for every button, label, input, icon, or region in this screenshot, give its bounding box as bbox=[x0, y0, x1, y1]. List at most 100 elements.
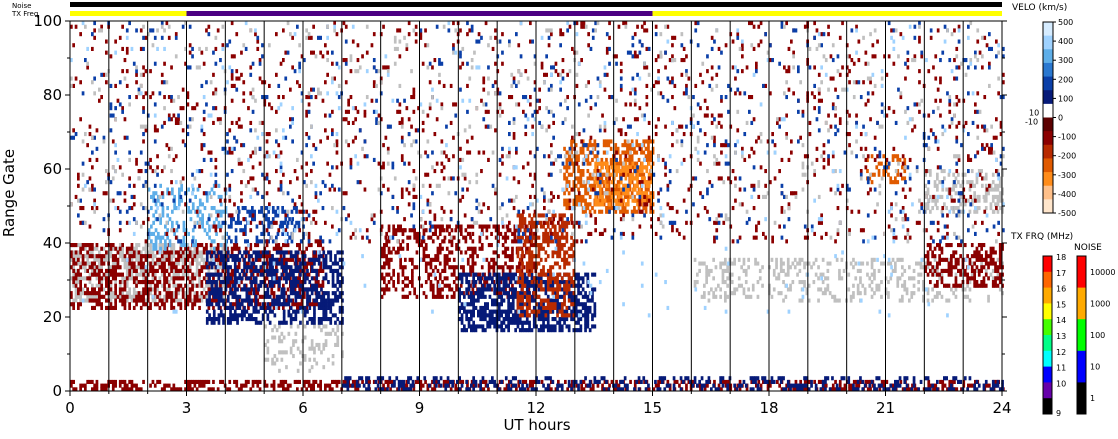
data-cell bbox=[128, 276, 131, 281]
data-cell bbox=[912, 283, 916, 288]
data-cell bbox=[945, 298, 948, 303]
data-cell bbox=[989, 202, 993, 207]
data-cell bbox=[957, 172, 960, 177]
data-cell bbox=[889, 276, 893, 281]
data-cell bbox=[233, 272, 237, 277]
data-cell bbox=[481, 283, 485, 288]
data-cell bbox=[282, 243, 285, 248]
data-cell bbox=[177, 250, 180, 255]
data-cell bbox=[494, 235, 498, 240]
data-cell bbox=[637, 376, 641, 381]
data-cell bbox=[313, 250, 316, 255]
data-cell bbox=[88, 243, 92, 248]
data-cell bbox=[152, 194, 155, 199]
data-cell bbox=[963, 287, 967, 292]
data-cell bbox=[114, 280, 117, 285]
data-cell bbox=[254, 317, 258, 322]
data-cell bbox=[172, 291, 176, 296]
data-cell bbox=[791, 261, 795, 266]
data-cell bbox=[240, 276, 244, 281]
data-cell bbox=[171, 224, 174, 229]
data-cell bbox=[315, 294, 319, 299]
data-cell bbox=[973, 194, 976, 199]
data-cell bbox=[579, 317, 583, 322]
data-cell bbox=[321, 246, 325, 251]
data-cell bbox=[217, 276, 221, 281]
data-cell bbox=[486, 313, 489, 318]
data-cell bbox=[111, 276, 115, 281]
data-cell bbox=[259, 320, 263, 325]
data-cell bbox=[600, 376, 604, 381]
data-cell bbox=[109, 291, 113, 296]
data-cell bbox=[936, 243, 939, 248]
data-cell bbox=[249, 387, 253, 392]
data-cell bbox=[481, 324, 485, 329]
data-cell bbox=[467, 309, 471, 314]
data-cell bbox=[98, 291, 101, 296]
data-cell bbox=[637, 387, 641, 392]
data-cell bbox=[500, 309, 503, 314]
data-cell bbox=[584, 291, 587, 296]
data-cell bbox=[500, 294, 503, 299]
data-cell bbox=[936, 280, 939, 285]
data-cell bbox=[975, 387, 979, 392]
data-cell bbox=[782, 376, 785, 381]
data-cell bbox=[913, 387, 917, 392]
data-cell bbox=[151, 272, 155, 277]
data-cell bbox=[102, 272, 106, 277]
data-cell bbox=[973, 268, 976, 273]
data-cell bbox=[324, 313, 328, 318]
data-cell bbox=[459, 224, 463, 229]
data-cell bbox=[817, 276, 820, 281]
data-cell bbox=[932, 387, 935, 392]
data-cell bbox=[912, 383, 916, 388]
data-cell bbox=[254, 268, 258, 273]
data-cell bbox=[245, 294, 249, 299]
data-cell bbox=[130, 265, 134, 270]
data-cell bbox=[448, 257, 451, 262]
data-cell bbox=[365, 379, 368, 384]
data-cell bbox=[484, 305, 487, 310]
data-cell bbox=[477, 309, 480, 314]
data-cell bbox=[153, 298, 157, 303]
data-cell bbox=[381, 376, 385, 381]
data-cell bbox=[91, 261, 94, 266]
data-cell bbox=[870, 261, 874, 266]
data-cell bbox=[314, 379, 318, 384]
data-cell bbox=[754, 376, 757, 381]
data-cell bbox=[786, 272, 790, 277]
data-cell bbox=[221, 283, 225, 288]
data-cell bbox=[438, 228, 442, 233]
data-cell bbox=[88, 272, 92, 277]
data-cell bbox=[834, 379, 837, 384]
data-cell bbox=[377, 387, 381, 392]
data-cell bbox=[324, 254, 328, 259]
data-cell bbox=[422, 257, 426, 262]
data-cell bbox=[905, 376, 909, 381]
data-cell bbox=[413, 235, 416, 240]
data-cell bbox=[315, 272, 319, 277]
data-cell bbox=[426, 383, 430, 388]
data-cell bbox=[258, 209, 261, 214]
data-cell bbox=[574, 298, 578, 303]
data-cell bbox=[397, 228, 400, 233]
data-cell bbox=[488, 317, 492, 322]
data-cell bbox=[91, 265, 94, 270]
data-cell bbox=[509, 379, 513, 384]
data-cell bbox=[263, 280, 267, 285]
data-cell bbox=[278, 250, 281, 255]
data-cell bbox=[481, 272, 485, 277]
data-cell bbox=[472, 272, 475, 277]
data-cell bbox=[462, 268, 465, 273]
data-cell bbox=[338, 320, 342, 325]
data-cell bbox=[952, 183, 955, 188]
data-cell bbox=[93, 268, 96, 273]
data-cell bbox=[798, 280, 802, 285]
data-cell bbox=[465, 280, 468, 285]
data-cell bbox=[497, 309, 501, 314]
data-cell bbox=[317, 317, 321, 322]
data-cell bbox=[312, 383, 315, 388]
data-cell bbox=[230, 302, 234, 307]
data-cell bbox=[256, 302, 260, 307]
data-cell bbox=[782, 280, 785, 285]
